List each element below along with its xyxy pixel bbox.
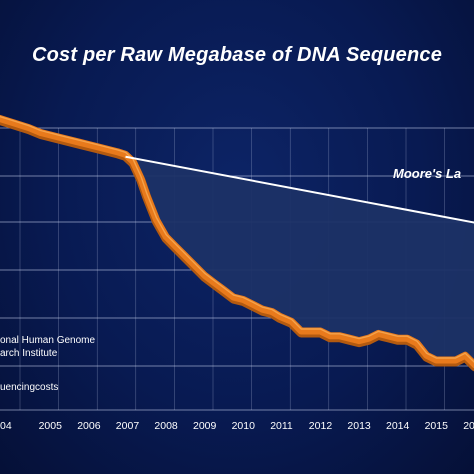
x-tick-label: 2015 [425, 420, 449, 432]
x-tick-label: 2011 [270, 420, 293, 432]
x-tick-label: 2014 [386, 420, 410, 432]
x-tick-label: 2005 [39, 420, 63, 432]
cost-curve-highlight [0, 115, 474, 363]
x-tick-label: 2008 [154, 420, 178, 432]
x-tick-label: 2013 [347, 420, 371, 432]
source-line-3: uencingcosts [0, 382, 58, 393]
x-tick-label: 2010 [232, 420, 256, 432]
moores-law-line [125, 155, 474, 224]
x-tick-label: 2007 [116, 420, 140, 432]
x-tick-label: 2016 [463, 420, 474, 432]
x-tick-label: 2009 [193, 420, 217, 432]
x-tick-label: 04 [0, 420, 12, 432]
x-tick-label: 2006 [77, 420, 101, 432]
source-line-2: arch Institute [0, 348, 58, 359]
moores-law-gap-area [125, 154, 474, 364]
cost-curve-line [0, 114, 474, 369]
x-tick-label: 2012 [309, 420, 333, 432]
chart-title: Cost per Raw Megabase of DNA Sequence [31, 44, 443, 66]
source-line-1: onal Human Genome [0, 335, 95, 346]
moores-law-label: Moore's La [393, 166, 461, 181]
